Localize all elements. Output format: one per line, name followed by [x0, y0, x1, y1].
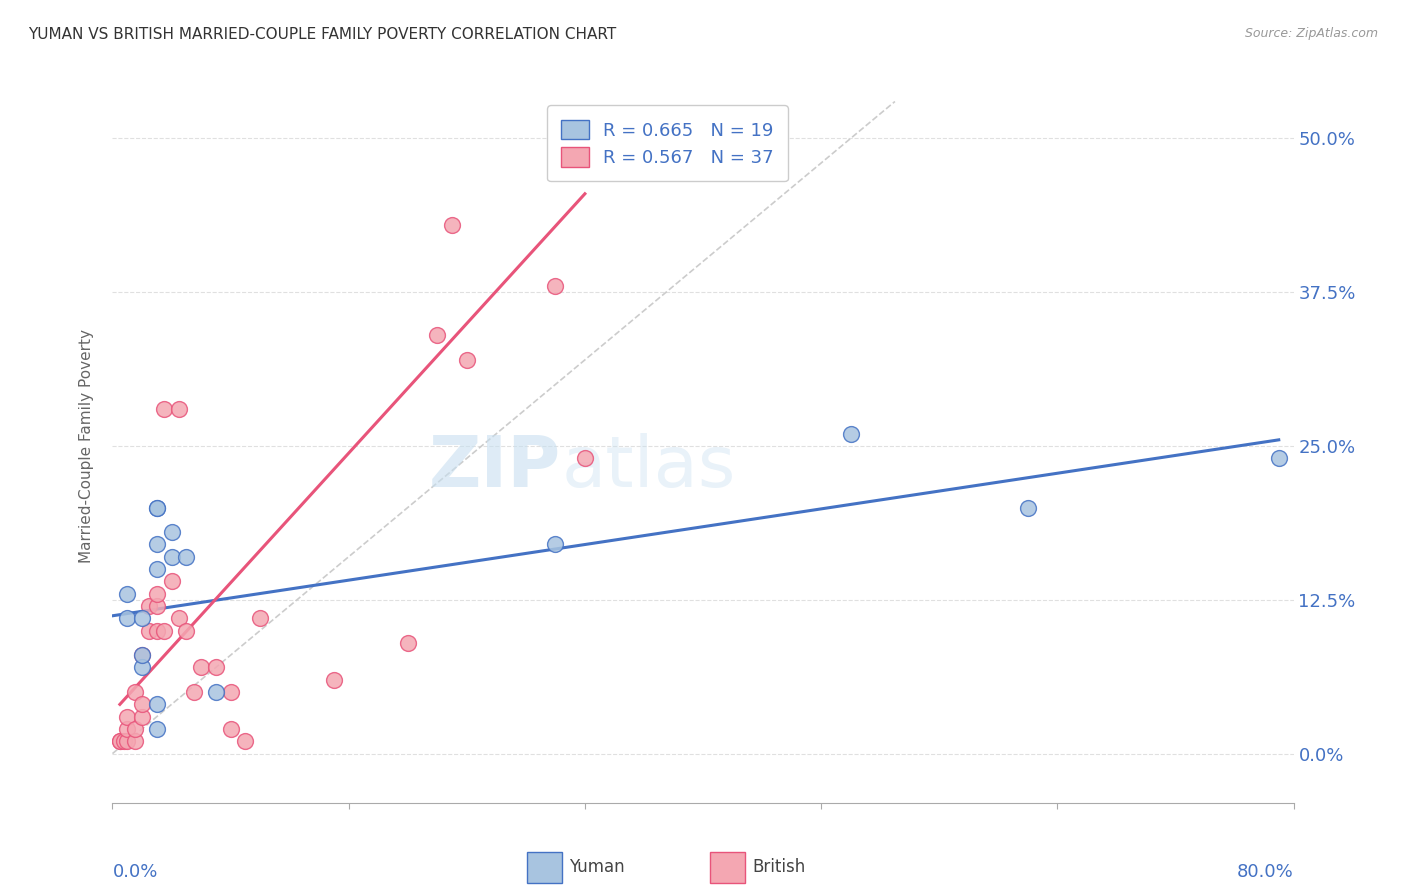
Point [146, 500, 169, 515]
Point [396, 636, 419, 650]
Point [146, 500, 169, 515]
Point [117, 611, 138, 625]
Point [441, 218, 464, 232]
Point [160, 549, 183, 564]
Point [1268, 451, 1291, 466]
Point [205, 685, 228, 699]
Point [131, 611, 153, 625]
Text: Source: ZipAtlas.com: Source: ZipAtlas.com [1244, 27, 1378, 40]
Point [117, 734, 138, 748]
Point [839, 426, 862, 441]
Text: Yuman: Yuman [569, 858, 626, 876]
Point [249, 611, 271, 625]
Point [124, 722, 146, 736]
Point [138, 624, 160, 638]
Point [117, 709, 138, 723]
Point [1017, 500, 1039, 515]
Point [146, 587, 169, 601]
Point [146, 537, 169, 551]
Legend: R = 0.665   N = 19, R = 0.567   N = 37: R = 0.665 N = 19, R = 0.567 N = 37 [547, 105, 789, 181]
Point [146, 599, 169, 613]
Point [160, 574, 183, 589]
Y-axis label: Married-Couple Family Poverty: Married-Couple Family Poverty [79, 329, 94, 563]
Point [205, 660, 228, 674]
Point [183, 685, 205, 699]
Point [117, 722, 138, 736]
Point [131, 648, 153, 662]
Point [117, 587, 138, 601]
Point [456, 352, 478, 367]
Point [146, 562, 169, 576]
Point [167, 402, 190, 417]
Point [138, 599, 160, 613]
Point [219, 722, 242, 736]
Point [112, 734, 135, 748]
Point [131, 648, 153, 662]
Point [131, 698, 153, 712]
Text: atlas: atlas [561, 433, 735, 502]
Point [167, 611, 190, 625]
Point [108, 734, 131, 748]
Text: YUMAN VS BRITISH MARRIED-COUPLE FAMILY POVERTY CORRELATION CHART: YUMAN VS BRITISH MARRIED-COUPLE FAMILY P… [28, 27, 616, 42]
Point [426, 328, 449, 343]
Point [544, 537, 567, 551]
Point [124, 685, 146, 699]
Point [146, 698, 169, 712]
Text: 80.0%: 80.0% [1237, 863, 1294, 881]
Point [153, 402, 176, 417]
Point [174, 549, 197, 564]
Point [108, 734, 131, 748]
Point [174, 624, 197, 638]
Point [131, 709, 153, 723]
Point [323, 673, 346, 687]
Point [574, 451, 596, 466]
Point [131, 660, 153, 674]
Text: British: British [752, 858, 806, 876]
Point [233, 734, 256, 748]
Point [219, 685, 242, 699]
Point [124, 734, 146, 748]
Point [146, 722, 169, 736]
Point [153, 624, 176, 638]
Point [190, 660, 212, 674]
Text: ZIP: ZIP [429, 433, 561, 502]
Point [544, 279, 567, 293]
Point [160, 525, 183, 540]
Text: 0.0%: 0.0% [112, 863, 157, 881]
Point [146, 624, 169, 638]
